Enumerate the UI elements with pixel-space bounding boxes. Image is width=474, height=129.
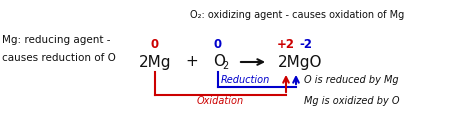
Text: 0: 0 [151, 38, 159, 51]
Text: O₂: oxidizing agent - causes oxidation of Mg: O₂: oxidizing agent - causes oxidation o… [190, 10, 404, 20]
Text: +2: +2 [277, 38, 295, 51]
Text: causes reduction of O: causes reduction of O [2, 53, 116, 63]
Text: 2MgO: 2MgO [278, 54, 322, 70]
Text: Mg: reducing agent -: Mg: reducing agent - [2, 35, 110, 45]
Text: O is reduced by Mg: O is reduced by Mg [304, 75, 399, 85]
Text: Mg is oxidized by O: Mg is oxidized by O [304, 96, 400, 106]
Text: 2: 2 [222, 61, 228, 71]
Text: +: + [186, 54, 199, 70]
Text: Oxidation: Oxidation [197, 96, 244, 106]
Text: 2Mg: 2Mg [139, 54, 171, 70]
Text: 0: 0 [214, 38, 222, 51]
Text: O: O [213, 54, 225, 70]
Text: Reduction: Reduction [221, 75, 270, 85]
Text: -2: -2 [300, 38, 312, 51]
